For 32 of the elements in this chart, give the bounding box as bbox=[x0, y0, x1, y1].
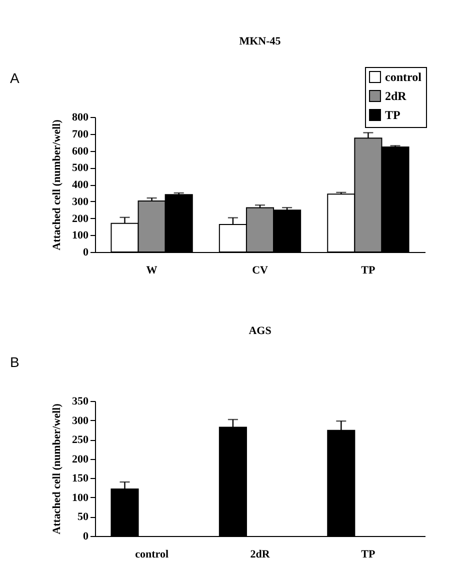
y-tick-label: 0 bbox=[83, 530, 89, 542]
y-tick-label: 250 bbox=[72, 434, 89, 446]
x-tick-label: CV bbox=[252, 264, 268, 276]
y-tick-label: 500 bbox=[72, 162, 89, 174]
x-tick-label: TP bbox=[361, 548, 376, 560]
chart-title: MKN-45 bbox=[239, 36, 282, 48]
x-tick-label: 2dR bbox=[250, 548, 271, 560]
legend-label: TP bbox=[385, 108, 400, 122]
legend-label: control bbox=[385, 70, 422, 84]
legend-label: 2dR bbox=[385, 89, 407, 103]
y-tick-label: 50 bbox=[78, 511, 89, 524]
y-tick-label: 800 bbox=[72, 112, 89, 124]
y-tick-label: 100 bbox=[72, 230, 89, 242]
x-tick-label: control bbox=[135, 548, 169, 560]
x-tick-label: W bbox=[146, 264, 158, 276]
y-tick-label: 400 bbox=[72, 179, 89, 191]
y-tick-label: 600 bbox=[72, 145, 89, 158]
y-tick-label: 700 bbox=[72, 128, 89, 140]
x-tick-label: TP bbox=[361, 264, 376, 276]
y-tick-label: 350 bbox=[72, 396, 89, 408]
y-tick-label: 300 bbox=[72, 196, 89, 208]
chart-title: AGS bbox=[248, 325, 272, 337]
y-tick-label: 300 bbox=[72, 414, 89, 427]
text: A bbox=[10, 70, 20, 86]
y-tick-label: 100 bbox=[72, 492, 89, 504]
y-tick-label: 150 bbox=[72, 472, 89, 485]
y-tick-label: 200 bbox=[72, 453, 89, 466]
text: B bbox=[10, 354, 20, 370]
y-axis-title: Attached cell (number/well) bbox=[51, 119, 63, 250]
y-tick-label: 0 bbox=[83, 246, 89, 258]
y-tick-label: 200 bbox=[72, 212, 89, 225]
y-axis-title: Attached cell (number/well) bbox=[51, 403, 63, 534]
